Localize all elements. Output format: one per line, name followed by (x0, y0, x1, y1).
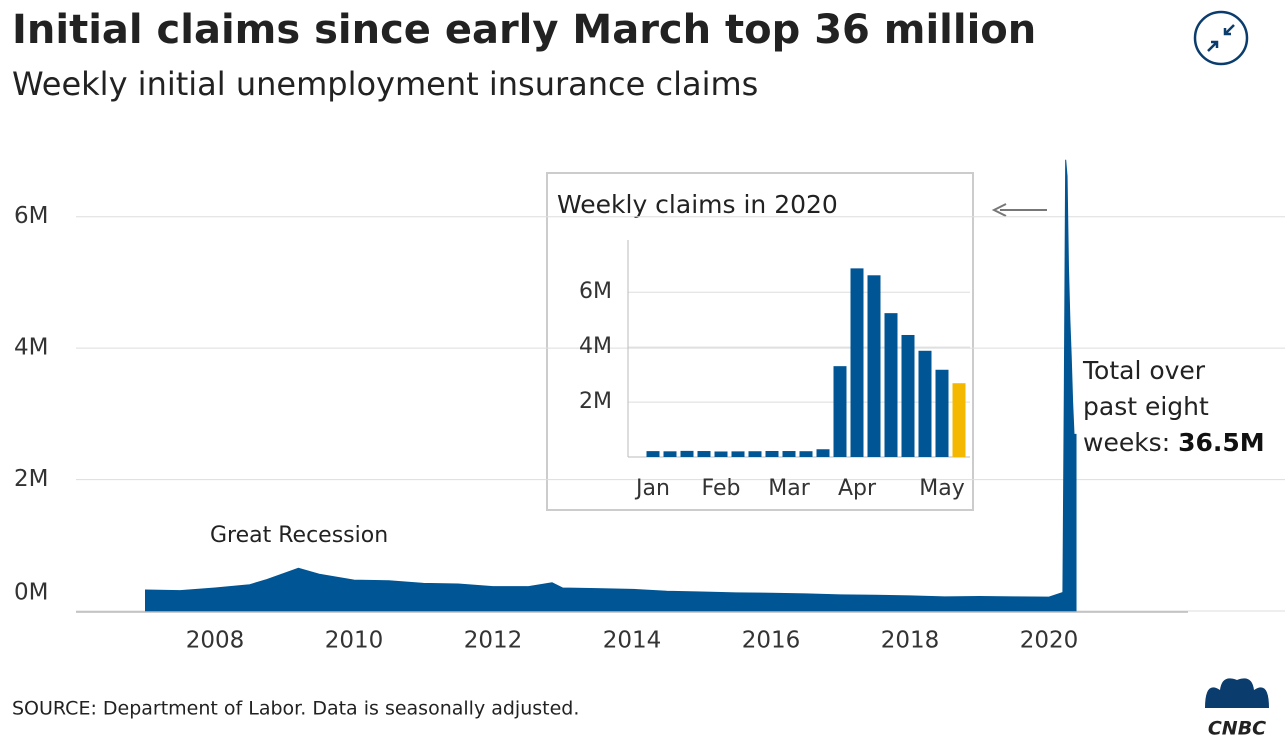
x-tick-label: Feb (702, 476, 741, 501)
bar (816, 449, 830, 457)
annotation-text: weeks: (1083, 428, 1178, 457)
bar (663, 451, 677, 457)
annotation-text: past eight (1083, 392, 1209, 421)
x-tick-label: Apr (838, 476, 877, 501)
y-tick-label: 2M (14, 466, 48, 492)
bar (901, 334, 915, 457)
x-tick-label: 2018 (881, 628, 940, 654)
bar (697, 451, 711, 457)
chart-subtitle: Weekly initial unemployment insurance cl… (12, 65, 758, 103)
arrow (991, 203, 1047, 217)
x-tick-label: 2020 (1020, 628, 1079, 654)
bar (782, 451, 796, 457)
x-tick-label: 2012 (464, 628, 523, 654)
bar (748, 451, 762, 457)
chart-title: Initial claims since early March top 36 … (12, 7, 1036, 53)
source: SOURCE: Department of Labor. Data is sea… (12, 698, 579, 720)
bar (799, 451, 813, 457)
bar (680, 450, 694, 457)
annotation-line: weeks: 36.5M (1083, 428, 1265, 457)
logo-text: CNBC (1208, 718, 1266, 740)
total-annotation: Total over past eight weeks: 36.5M (1082, 356, 1265, 457)
logo: CNBC (1205, 678, 1269, 740)
y-tick-label: 0M (14, 580, 48, 606)
inset-title: Weekly claims in 2020 (557, 190, 838, 219)
bar (952, 383, 966, 457)
bar (867, 275, 881, 457)
area (145, 159, 1077, 612)
annotation-line: past eight (1083, 392, 1209, 421)
annotation-line: Total over (1082, 356, 1206, 385)
y-tick-label: 2M (579, 389, 612, 414)
x-tick-label: 2016 (742, 628, 801, 654)
bar (850, 268, 864, 457)
bar (765, 450, 779, 457)
bar (833, 366, 847, 457)
bar (714, 451, 728, 457)
bar (646, 451, 660, 457)
x-tick-label: May (919, 476, 964, 501)
annotation-text: Total over (1082, 356, 1206, 385)
annotation-value: 36.5M (1178, 428, 1265, 457)
y-tick-label: 4M (14, 335, 48, 361)
y-tick-label: 6M (14, 203, 48, 229)
x-tick-label: 2014 (603, 628, 662, 654)
annotation: Great Recession (210, 523, 388, 548)
bar (918, 350, 932, 457)
x-tick-label: 2008 (186, 628, 245, 654)
y-tick-label: 6M (579, 279, 612, 304)
bar (935, 369, 949, 457)
bar (731, 451, 745, 457)
bar (884, 313, 898, 457)
x-tick-label: Jan (634, 476, 670, 501)
x-tick-label: Mar (768, 476, 810, 501)
y-tick-label: 4M (579, 334, 612, 359)
x-tick-label: 2010 (325, 628, 384, 654)
collapse-button[interactable] (1193, 10, 1249, 66)
